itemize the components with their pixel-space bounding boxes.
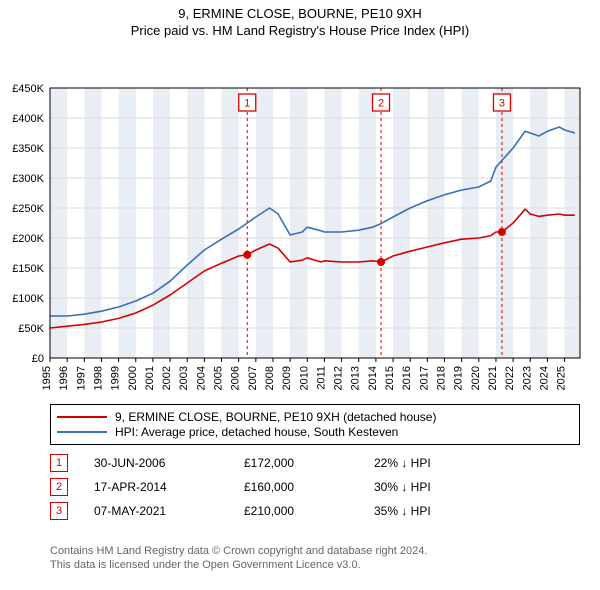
- x-tick-label: 2004: [195, 366, 207, 390]
- y-tick-label: £250K: [12, 203, 44, 215]
- year-band: [530, 88, 547, 358]
- x-tick-label: 2003: [178, 366, 190, 390]
- chart: £0 £50K £100K £150K £200K £250K £300K £350K £400…: [0, 38, 600, 400]
- transaction-price: £210,000: [244, 504, 374, 518]
- chart-svg: £0 £50K £100K £150K £200K £250K £300K £350K £400…: [0, 38, 600, 438]
- y-tick-label: £200K: [12, 233, 44, 245]
- transaction-price: £172,000: [244, 456, 374, 470]
- legend-label: 9, ERMINE CLOSE, BOURNE, PE10 9XH (detac…: [115, 410, 436, 424]
- y-tick-label: £450K: [12, 83, 44, 95]
- transaction-diff: 22% ↓ HPI: [374, 456, 494, 470]
- x-tick-label: 2019: [453, 366, 465, 390]
- x-tick-label: 2010: [298, 366, 310, 390]
- marker-dot: [377, 258, 385, 266]
- x-tick-label: 2023: [521, 366, 533, 390]
- transaction-marker: 3: [50, 502, 68, 520]
- year-band: [50, 88, 67, 358]
- legend: 9, ERMINE CLOSE, BOURNE, PE10 9XH (detac…: [50, 404, 580, 445]
- x-tick-label: 2000: [127, 366, 139, 390]
- year-band: [222, 88, 239, 358]
- year-band: [496, 88, 513, 358]
- x-tick-label: 2016: [401, 366, 413, 390]
- year-band: [393, 88, 410, 358]
- transaction-diff: 35% ↓ HPI: [374, 504, 494, 518]
- transaction-diff: 30% ↓ HPI: [374, 480, 494, 494]
- x-tick-label: 2025: [556, 366, 568, 390]
- attribution-line-1: Contains HM Land Registry data © Crown c…: [50, 544, 580, 558]
- x-tick-label: 2020: [470, 366, 482, 390]
- year-band: [153, 88, 170, 358]
- y-tick-label: £0: [32, 353, 44, 365]
- x-tick-label: 2001: [144, 366, 156, 390]
- marker-dot: [498, 228, 506, 236]
- year-band: [359, 88, 376, 358]
- x-tick-label: 2022: [504, 366, 516, 390]
- x-tick-label: 2005: [213, 366, 225, 390]
- y-tick-label: £300K: [12, 173, 44, 185]
- y-tick-label: £350K: [12, 143, 44, 155]
- y-tick-label: £150K: [12, 263, 44, 275]
- title-line-1: 9, ERMINE CLOSE, BOURNE, PE10 9XH: [0, 6, 600, 21]
- marker-box-num: 2: [378, 98, 384, 110]
- y-tick-label: £50K: [18, 323, 44, 335]
- x-tick-label: 2002: [161, 366, 173, 390]
- transaction-row: 1 30-JUN-2006£172,00022% ↓ HPI: [50, 454, 494, 472]
- legend-item: 9, ERMINE CLOSE, BOURNE, PE10 9XH (detac…: [57, 410, 573, 424]
- year-band: [324, 88, 341, 358]
- legend-item: HPI: Average price, detached house, Sout…: [57, 425, 573, 439]
- x-tick-label: 2009: [281, 366, 293, 390]
- transaction-row: 2 17-APR-2014£160,00030% ↓ HPI: [50, 478, 494, 496]
- marker-box-num: 3: [499, 98, 505, 110]
- x-tick-label: 1995: [41, 366, 53, 390]
- y-tick-label: £100K: [12, 293, 44, 305]
- x-tick-label: 2014: [367, 366, 379, 390]
- transaction-date: 07-MAY-2021: [94, 504, 244, 518]
- legend-swatch: [57, 416, 107, 418]
- transaction-date: 17-APR-2014: [94, 480, 244, 494]
- transaction-row: 3 07-MAY-2021£210,00035% ↓ HPI: [50, 502, 494, 520]
- year-band: [84, 88, 101, 358]
- x-tick-label: 2012: [333, 366, 345, 390]
- transaction-marker: 2: [50, 478, 68, 496]
- year-band: [256, 88, 273, 358]
- x-tick-label: 1996: [58, 366, 70, 390]
- year-band: [462, 88, 479, 358]
- attribution-line-2: This data is licensed under the Open Gov…: [50, 558, 580, 572]
- x-tick-label: 2015: [384, 366, 396, 390]
- marker-dot: [243, 251, 251, 259]
- legend-label: HPI: Average price, detached house, Sout…: [115, 425, 398, 439]
- transactions-table: 1 30-JUN-2006£172,00022% ↓ HPI 2 17-APR-201…: [50, 448, 494, 526]
- x-tick-label: 2018: [435, 366, 447, 390]
- transaction-marker: 1: [50, 454, 68, 472]
- transaction-date: 30-JUN-2006: [94, 456, 244, 470]
- year-band: [290, 88, 307, 358]
- x-tick-label: 2011: [315, 366, 327, 390]
- x-tick-label: 2007: [247, 366, 259, 390]
- transaction-price: £160,000: [244, 480, 374, 494]
- legend-swatch: [57, 431, 107, 433]
- attribution: Contains HM Land Registry data © Crown c…: [50, 544, 580, 573]
- x-tick-label: 2017: [418, 366, 430, 390]
- x-tick-label: 1998: [92, 366, 104, 390]
- title-line-2: Price paid vs. HM Land Registry's House …: [0, 23, 600, 38]
- x-tick-label: 2013: [350, 366, 362, 390]
- x-tick-label: 2024: [538, 366, 550, 390]
- x-tick-label: 2008: [264, 366, 276, 390]
- x-tick-label: 2021: [487, 366, 499, 390]
- year-band: [187, 88, 204, 358]
- x-tick-label: 1997: [75, 366, 87, 390]
- year-band: [565, 88, 580, 358]
- y-tick-label: £400K: [12, 113, 44, 125]
- year-band: [427, 88, 444, 358]
- x-tick-label: 1999: [110, 366, 122, 390]
- x-tick-label: 2006: [230, 366, 242, 390]
- marker-box-num: 1: [244, 98, 250, 110]
